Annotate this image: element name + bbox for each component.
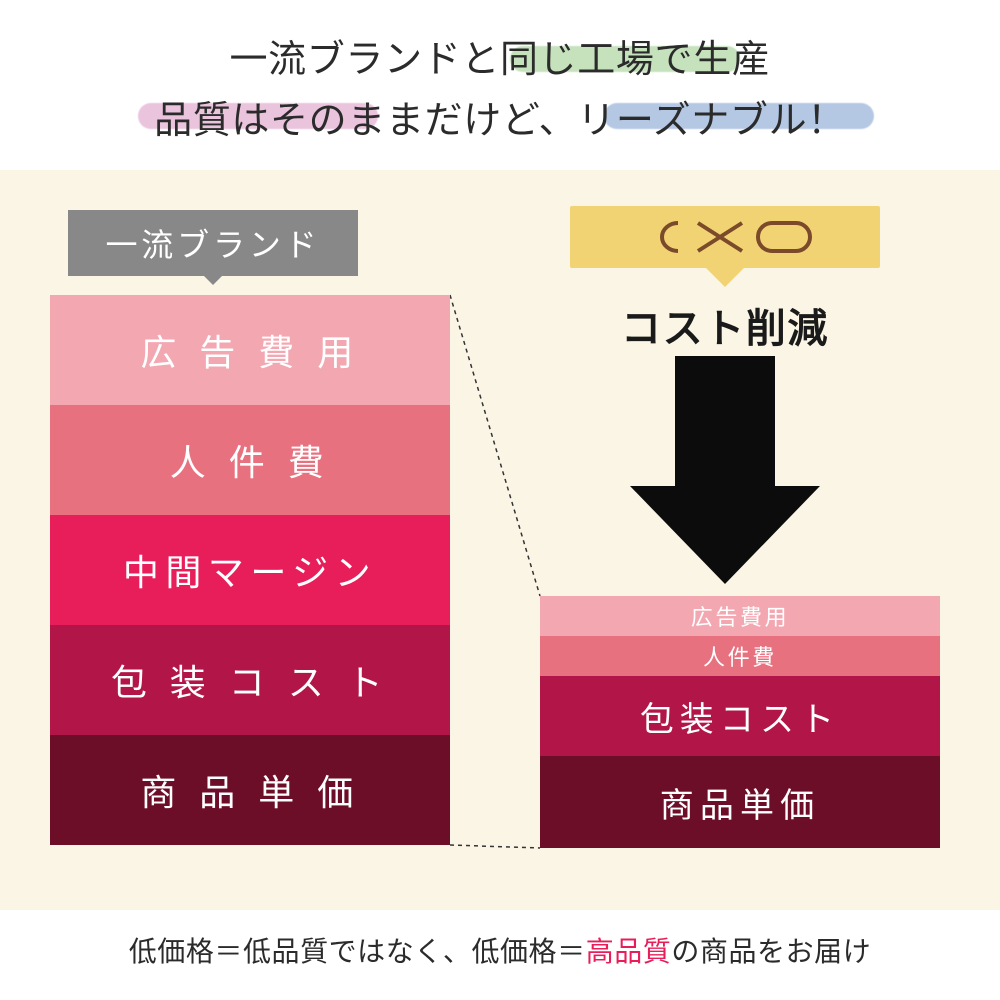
- left-cost-stack: 広 告 費 用人 件 費中間マージン包 装 コ ス ト商 品 単 価: [50, 295, 450, 845]
- footer-text-part: ではなく、: [329, 936, 472, 967]
- heading: 一流ブランドと同じ工場で生産 品質はそのままだけど、リーズナブル！: [0, 0, 1000, 144]
- footer-text-part: 低価格＝: [471, 936, 585, 967]
- cost-segment: 広告費用: [540, 596, 940, 636]
- cost-segment: 人件費: [540, 636, 940, 676]
- cost-segment: 包装コスト: [540, 676, 940, 756]
- cost-segment: 商品単価: [540, 756, 940, 848]
- cost-segment: 中間マージン: [50, 515, 450, 625]
- heading-line2: 品質はそのままだけど、リーズナブル！: [154, 89, 846, 144]
- footer-note: 低価格＝低品質ではなく、低価格＝高品質の商品をお届け: [0, 930, 1000, 970]
- footer-text-part: 低価格＝低品質: [129, 936, 329, 967]
- footer-text-part: の商品をお届け: [671, 936, 871, 967]
- cost-segment: 人 件 費: [50, 405, 450, 515]
- heading-line1: 一流ブランドと同じ工場で生産: [230, 28, 771, 83]
- comparison-panel: 一流ブランド コスト削減 広 告 費 用人 件 費中間マージン包 装 コ ス ト…: [0, 170, 1000, 910]
- cost-segment: 包 装 コ ス ト: [50, 625, 450, 735]
- right-cost-stack: 広告費用人件費包装コスト商品単価: [540, 596, 940, 848]
- footer-text-part: 高品質: [586, 936, 672, 967]
- cost-segment: 商 品 単 価: [50, 735, 450, 845]
- cost-segment: 広 告 費 用: [50, 295, 450, 405]
